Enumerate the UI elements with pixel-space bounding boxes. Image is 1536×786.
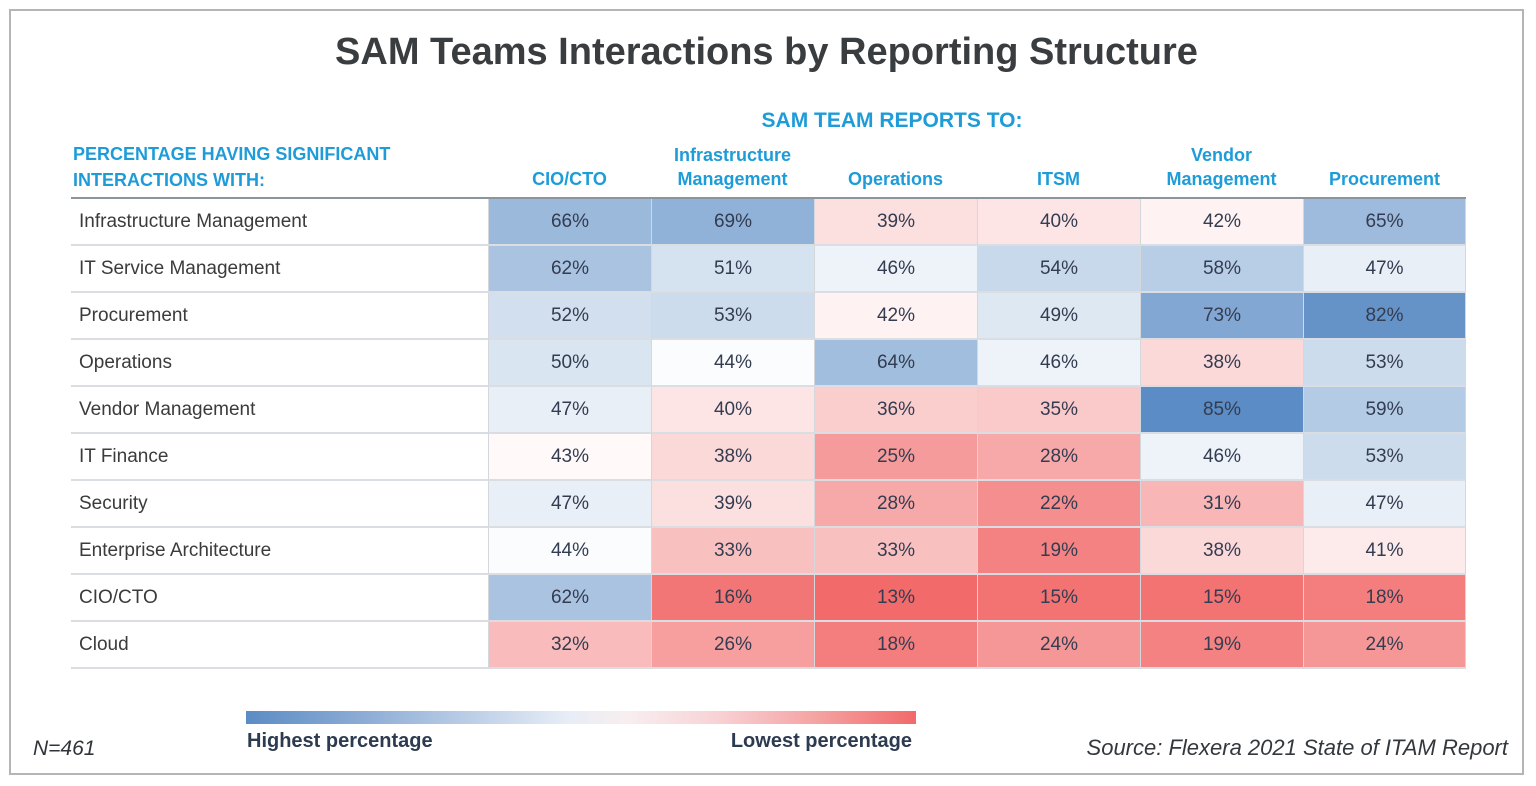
column-header: ITSM [1037,169,1080,189]
heatmap-cell: 42% [814,293,977,340]
heatmap-cell: 32% [488,622,651,669]
heatmap-cell: 69% [651,199,814,246]
source-attribution: Source: Flexera 2021 State of ITAM Repor… [1086,735,1508,760]
heatmap-cell: 47% [1303,246,1466,293]
heatmap-cell: 41% [1303,528,1466,575]
row-label: Security [71,481,488,528]
heatmap-cell: 42% [1140,199,1303,246]
row-group-header-line1: PERCENTAGE HAVING SIGNIFICANT [73,144,391,164]
column-headers: CIO/CTO Infrastructure Management Operatio… [488,129,1466,193]
heatmap-cell: 44% [651,340,814,387]
heatmap-cell: 24% [1303,622,1466,669]
sample-size-label: N=461 [33,737,96,760]
heatmap-cell: 46% [814,246,977,293]
heatmap-cell: 73% [1140,293,1303,340]
heatmap-cell: 46% [1140,434,1303,481]
heatmap-cell: 28% [814,481,977,528]
column-header: Infrastructure Management [673,145,792,189]
heatmap-cell: 22% [977,481,1140,528]
heatmap-cell: 33% [814,528,977,575]
column-header: Procurement [1328,169,1441,189]
heatmap-cell: 44% [488,528,651,575]
heatmap-cell: 40% [977,199,1140,246]
row-label: IT Service Management [71,246,488,293]
heatmap-cell: 59% [1303,387,1466,434]
heatmap-cell: 26% [651,622,814,669]
heatmap-cell: 85% [1140,387,1303,434]
heatmap-cell: 47% [488,387,651,434]
row-label: Cloud [71,622,488,669]
row-label: Operations [71,340,488,387]
heatmap-cell: 47% [1303,481,1466,528]
heatmap-cell: 53% [651,293,814,340]
heatmap-cell: 31% [1140,481,1303,528]
heatmap-cell: 65% [1303,199,1466,246]
heatmap-cell: 64% [814,340,977,387]
column-header: Vendor Management [1166,145,1277,189]
heatmap-cell: 19% [1140,622,1303,669]
row-label: CIO/CTO [71,575,488,622]
row-group-header-line2: INTERACTIONS WITH: [73,170,265,190]
heatmap-cell: 62% [488,246,651,293]
report-figure-card: SAM Teams Interactions by Reporting Stru… [9,9,1524,775]
heatmap-cell: 66% [488,199,651,246]
heatmap-cell: 82% [1303,293,1466,340]
heatmap-cell: 15% [1140,575,1303,622]
heatmap-cell: 53% [1303,434,1466,481]
row-label: Infrastructure Management [71,199,488,246]
heatmap-cell: 18% [1303,575,1466,622]
heatmap-cell: 43% [488,434,651,481]
heatmap-cell: 51% [651,246,814,293]
heatmap-cell: 50% [488,340,651,387]
heatmap-cell: 62% [488,575,651,622]
legend-lowest-label: Lowest percentage [730,730,912,752]
row-label: Procurement [71,293,488,340]
heatmap-cell: 35% [977,387,1140,434]
row-label: Vendor Management [71,387,488,434]
heatmap-cell: 25% [814,434,977,481]
row-group-header: PERCENTAGE HAVING SIGNIFICANT INTERACTIO… [73,141,473,193]
heatmap-cell: 53% [1303,340,1466,387]
heatmap-cell: 24% [977,622,1140,669]
heatmap-cell: 52% [488,293,651,340]
heatmap-cell: 58% [1140,246,1303,293]
heatmap-cell: 15% [977,575,1140,622]
heatmap-cell: 49% [977,293,1140,340]
heatmap-cell: 40% [651,387,814,434]
heatmap-cell: 16% [651,575,814,622]
heatmap-cell: 38% [1140,340,1303,387]
heatmap-cell: 19% [977,528,1140,575]
heatmap-cell: 46% [977,340,1140,387]
chart-title: SAM Teams Interactions by Reporting Stru… [335,31,1198,73]
heatmap-cell: 33% [651,528,814,575]
heatmap-cell: 13% [814,575,977,622]
heatmap-cell: 39% [651,481,814,528]
column-header: CIO/CTO [532,169,607,189]
heatmap-cell: 28% [977,434,1140,481]
heatmap-cell: 38% [651,434,814,481]
heatmap-cell: 38% [1140,528,1303,575]
heatmap-cell: 39% [814,199,977,246]
row-label: Enterprise Architecture [71,528,488,575]
heatmap-cell: 47% [488,481,651,528]
legend-highest-label: Highest percentage [247,730,433,752]
heatmap-cell: 36% [814,387,977,434]
heatmap-table: Infrastructure Management 66% 69% 39% 40% 42%… [71,197,1466,669]
legend-gradient-bar [246,711,916,724]
column-group-header: SAM TEAM REPORTS TO: [761,109,1023,132]
heatmap-cell: 54% [977,246,1140,293]
column-header: Operations [847,169,944,189]
heatmap-cell: 18% [814,622,977,669]
row-label: IT Finance [71,434,488,481]
